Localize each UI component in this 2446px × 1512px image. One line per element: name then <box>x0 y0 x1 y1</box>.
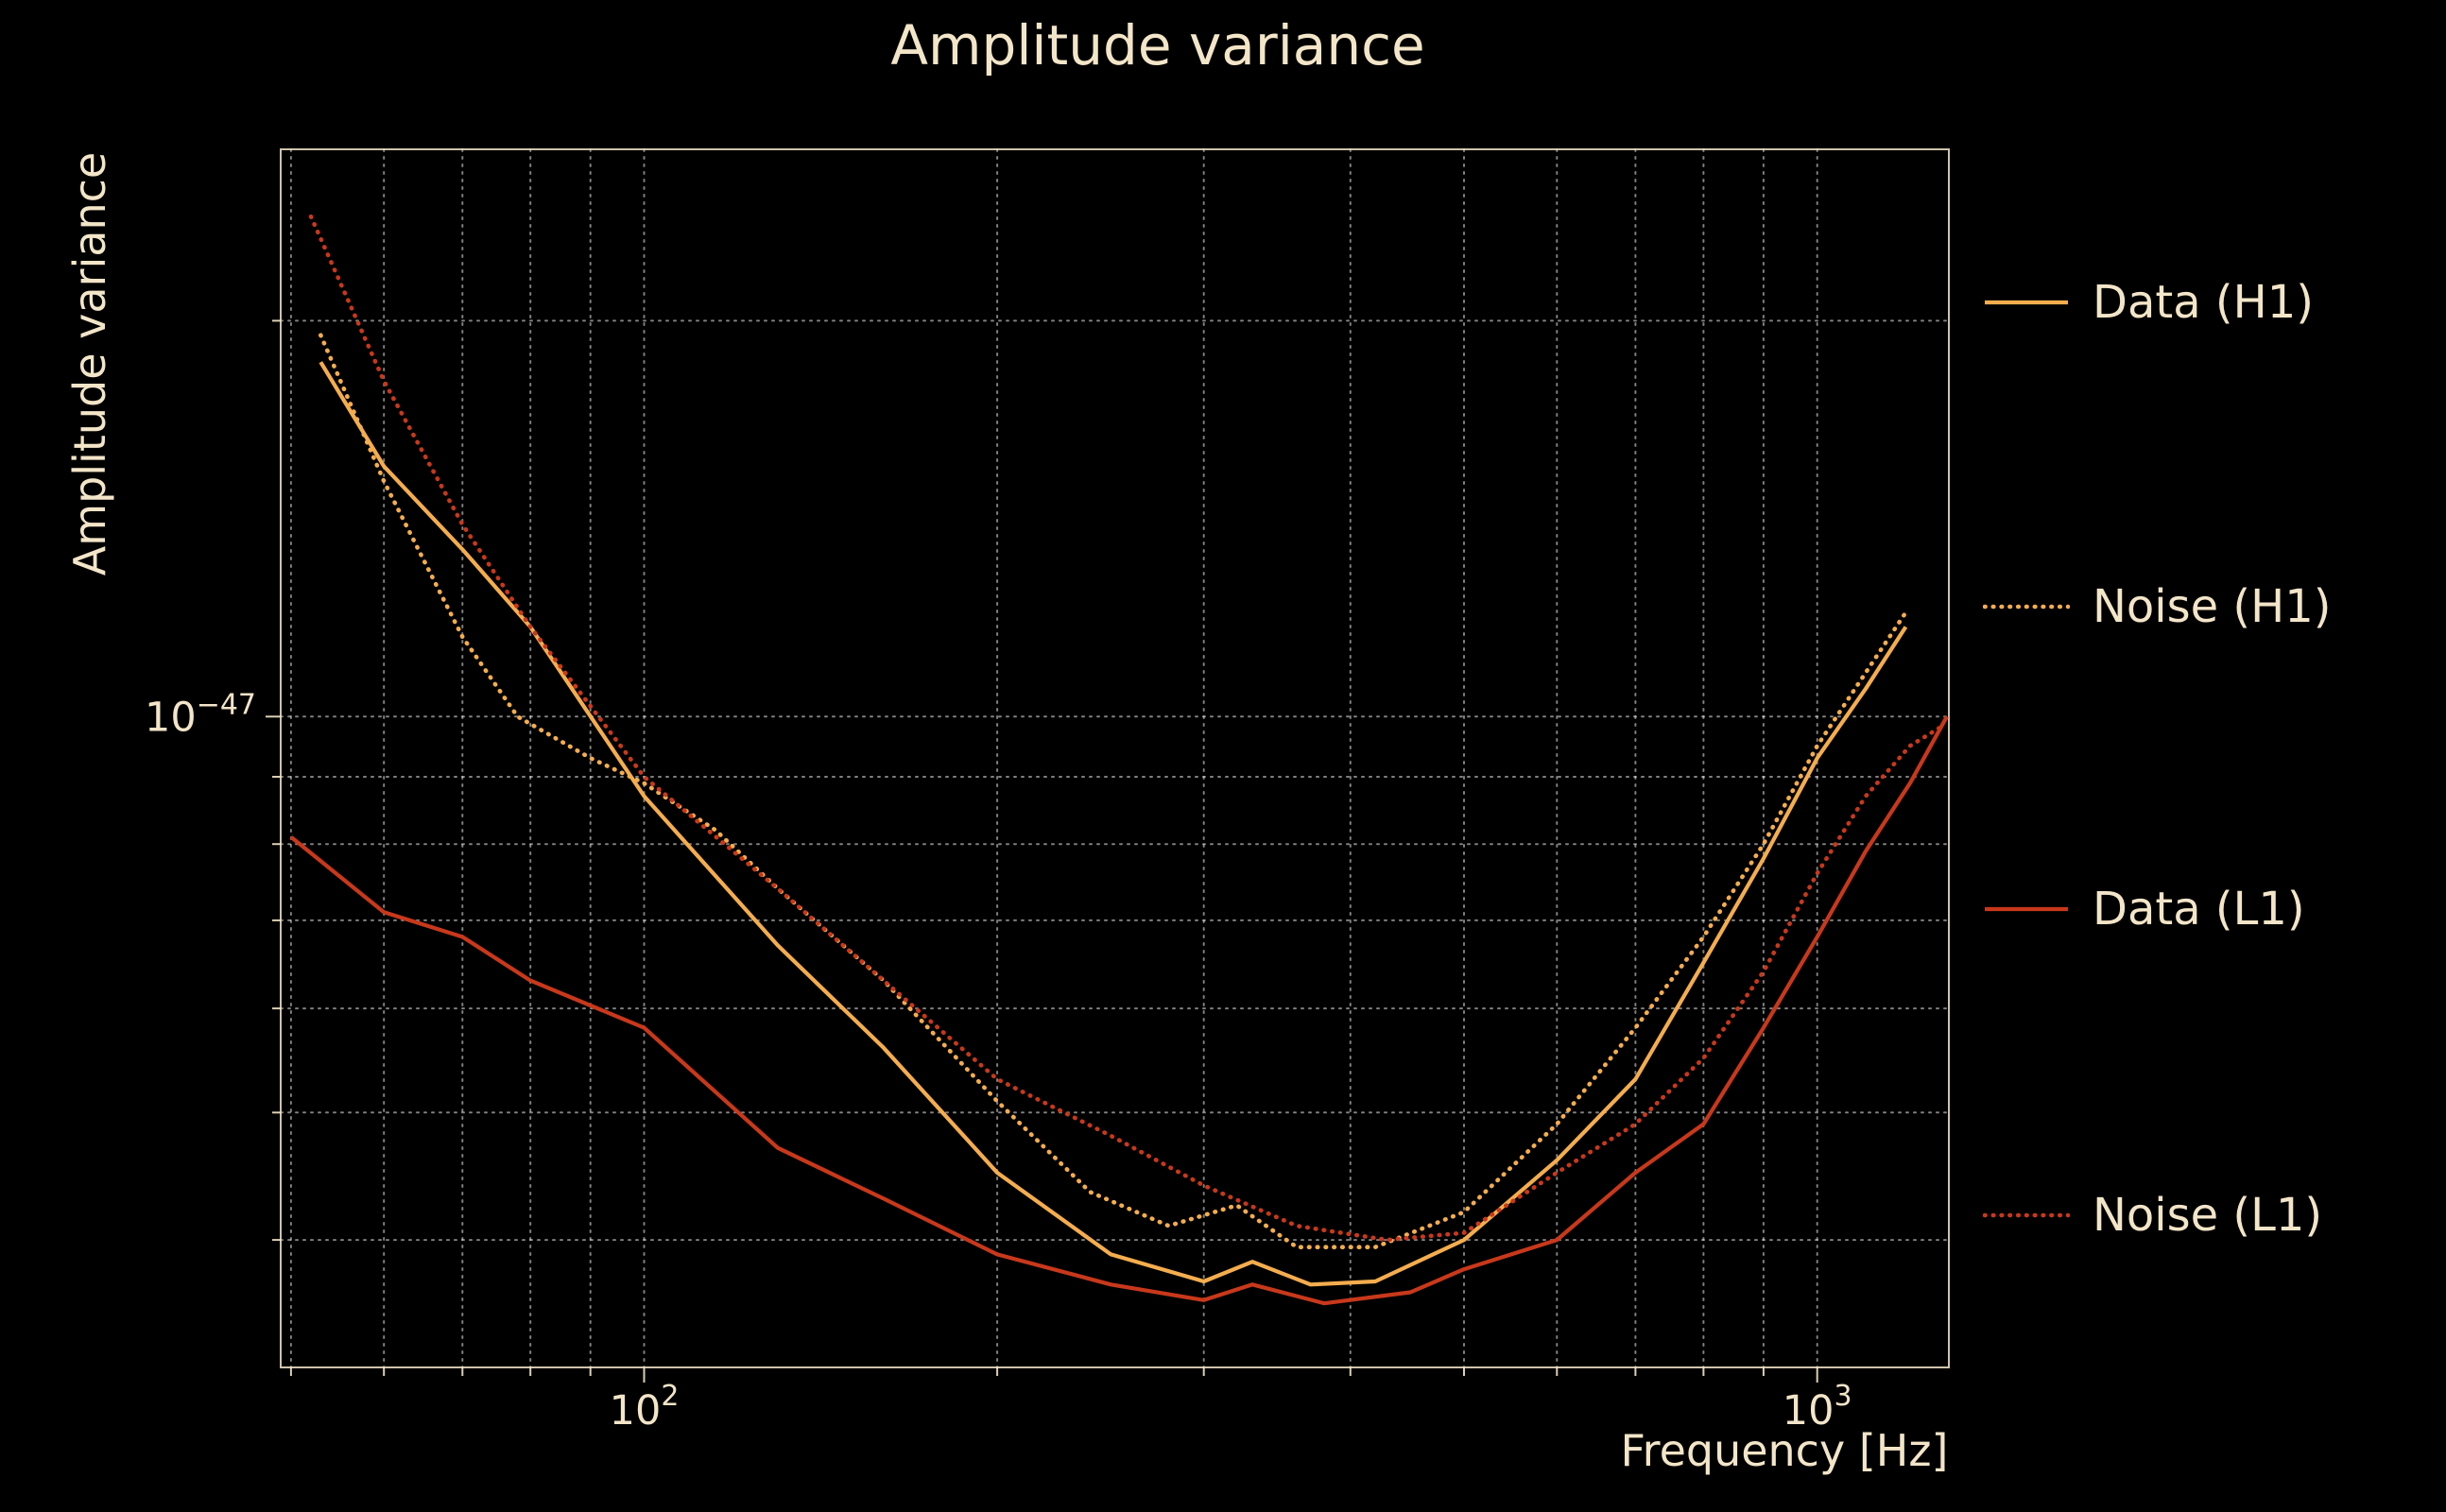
legend-line-sample-dotted <box>1983 1212 2070 1218</box>
legend-item-data-l1: Data (L1) <box>1983 883 2305 936</box>
legend-line-sample-dotted <box>1983 604 2070 610</box>
legend-label: Data (H1) <box>2093 276 2314 329</box>
legend-item-noise-h1: Noise (H1) <box>1983 580 2332 633</box>
plot-border <box>280 148 1950 1368</box>
legend-line-sample-solid <box>1985 906 2068 912</box>
legend-label: Noise (L1) <box>2093 1189 2323 1242</box>
legend-label: Data (L1) <box>2093 883 2305 936</box>
x-tick-label: 103 <box>1783 1380 1852 1435</box>
series-line-data-l1 <box>289 715 1949 1306</box>
gridlines <box>280 148 1950 1368</box>
legend-item-data-h1: Data (H1) <box>1983 276 2314 329</box>
series-line-noise-l1 <box>308 214 1941 1243</box>
legend-line-sample-solid <box>1985 300 2068 305</box>
x-axis-label: Frequency [Hz] <box>1620 1425 1949 1476</box>
chart-title: Amplitude variance <box>890 13 1425 77</box>
series-line-data-h1 <box>319 361 1908 1287</box>
axis-ticks <box>266 319 1818 1383</box>
series-line-noise-h1 <box>319 333 1908 1249</box>
y-tick-label: 10−47 <box>145 688 256 741</box>
x-tick-label: 102 <box>610 1380 680 1435</box>
legend-item-noise-l1: Noise (L1) <box>1983 1189 2322 1242</box>
legend-label: Noise (H1) <box>2093 580 2332 633</box>
